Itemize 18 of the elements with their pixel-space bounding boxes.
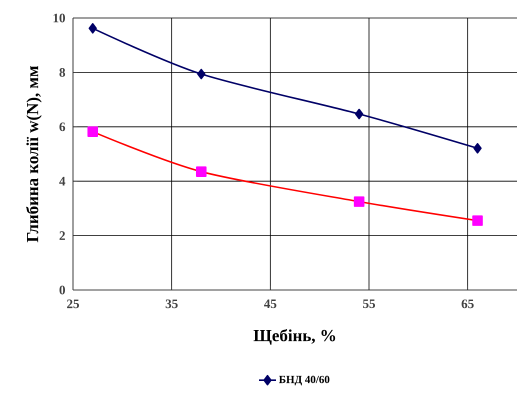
y-tick-label: 2 <box>60 231 65 240</box>
y-tick-label: 10 <box>54 14 66 22</box>
x-tick-label: 55 <box>363 299 375 308</box>
y-tick-label: 8 <box>59 68 66 77</box>
legend-label: БНД 40/60 <box>278 376 330 386</box>
y-tick-label: 6 <box>59 122 66 132</box>
x-tick-label: 45 <box>264 299 276 308</box>
y-axis-title: Глибина колії w(N), мм <box>26 66 42 242</box>
point <box>354 108 364 120</box>
x-tick-label: 65 <box>462 299 474 308</box>
x-tick-label: 25 <box>67 299 79 308</box>
point <box>473 143 482 154</box>
point <box>88 23 97 34</box>
y-tick-label: 0 <box>60 286 66 294</box>
point <box>197 68 206 80</box>
x-tick-label: 35 <box>166 299 178 308</box>
x-axis-title: Щебінь, % <box>254 328 336 345</box>
y-tick-label: 4 <box>59 176 66 186</box>
